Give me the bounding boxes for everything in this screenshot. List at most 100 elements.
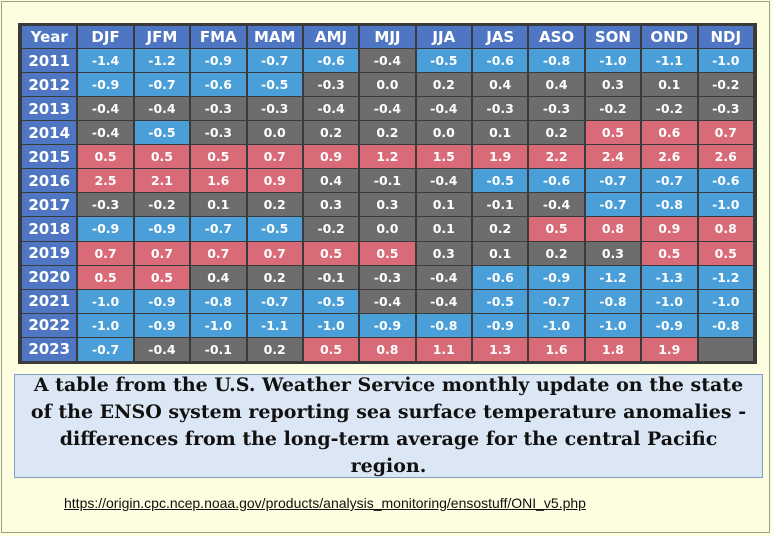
table-row: 2018 -0.9 -0.9 -0.7 -0.5 -0.2 0.0 0.1 0.2 0.5 0.8 0…: [22, 217, 753, 241]
header-year: Year: [22, 26, 77, 48]
anomaly-cell: -0.1: [303, 265, 359, 289]
caption-box: A table from the U.S. Weather Service mo…: [14, 374, 763, 478]
anomaly-cell: -0.4: [360, 49, 415, 73]
anomaly-cell: 0.7: [78, 241, 133, 265]
anomaly-cell: 0.2: [360, 121, 415, 145]
anomaly-cell: 0.5: [529, 217, 584, 241]
anomaly-cell: -0.8: [585, 289, 641, 313]
anomaly-cell: 0.6: [642, 121, 697, 145]
anomaly-cell: -0.5: [247, 73, 302, 97]
anomaly-cell: 0.5: [78, 265, 133, 289]
table-row: 2017 -0.3 -0.2 0.1 0.2 0.3 0.3 0.1 -0.1 -0.4 -0.7-…: [22, 193, 753, 217]
anomaly-cell: 0.3: [416, 241, 471, 265]
anomaly-cell: 2.2: [529, 145, 584, 169]
anomaly-cell: 1.9: [642, 337, 697, 361]
anomaly-cell: -0.2: [698, 73, 753, 97]
anomaly-cell: 1.8: [585, 337, 641, 361]
anomaly-cell: 0.4: [529, 73, 584, 97]
anomaly-cell: 0.0: [360, 217, 415, 241]
caption-text: A table from the U.S. Weather Service mo…: [30, 374, 747, 477]
anomaly-cell: 0.7: [247, 241, 302, 265]
anomaly-cell: 0.2: [529, 241, 584, 265]
anomaly-cell: 0.2: [473, 217, 528, 241]
anomaly-cell: 0.2: [247, 337, 302, 361]
anomaly-cell: -0.6: [303, 49, 359, 73]
anomaly-cell: 0.5: [303, 241, 359, 265]
row-year-label: 2015: [22, 145, 77, 169]
anomaly-cell: -0.7: [585, 169, 641, 193]
anomaly-cell: -0.5: [473, 289, 528, 313]
anomaly-cell: -0.3: [78, 193, 133, 217]
anomaly-cell: -0.2: [642, 97, 697, 121]
anomaly-cell: 0.5: [134, 145, 190, 169]
anomaly-cell: 0.9: [303, 145, 359, 169]
oni-table: Year DJF JFM FMA MAM AMJ MJJ JJA JAS ASO SON OND NDJ…: [20, 25, 755, 362]
anomaly-cell: -0.2: [585, 97, 641, 121]
empty-cell: [698, 337, 753, 361]
anomaly-cell: -0.9: [134, 217, 190, 241]
anomaly-cell: -1.2: [134, 49, 190, 73]
header-season-mjj: MJJ: [360, 26, 415, 48]
table-row: 2019 0.7 0.7 0.7 0.7 0.5 0.5 0.3 0.1 0.2 0.3 0.5 0.5: [22, 241, 753, 265]
anomaly-cell: 0.2: [247, 265, 302, 289]
header-season-djf: DJF: [78, 26, 133, 48]
anomaly-cell: 0.9: [642, 217, 697, 241]
row-year-label: 2012: [22, 73, 77, 97]
anomaly-cell: 0.5: [698, 241, 753, 265]
anomaly-cell: 0.7: [698, 121, 753, 145]
anomaly-cell: 2.6: [698, 145, 753, 169]
anomaly-cell: -1.0: [78, 313, 133, 337]
header-season-mam: MAM: [247, 26, 302, 48]
anomaly-cell: -0.4: [303, 97, 359, 121]
header-season-ndj: NDJ: [698, 26, 753, 48]
row-year-label: 2016: [22, 169, 77, 193]
anomaly-cell: 0.5: [642, 241, 697, 265]
anomaly-cell: -0.7: [191, 217, 246, 241]
anomaly-cell: -0.7: [134, 73, 190, 97]
anomaly-cell: -1.0: [78, 289, 133, 313]
anomaly-cell: -0.4: [360, 97, 415, 121]
table-row: 2013 -0.4 -0.4 -0.3 -0.3 -0.4 -0.4 -0.4 -0.3 -0.3…: [22, 97, 753, 121]
anomaly-cell: 0.5: [134, 265, 190, 289]
anomaly-cell: -1.0: [585, 49, 641, 73]
anomaly-cell: -0.2: [303, 217, 359, 241]
anomaly-cell: 0.1: [473, 241, 528, 265]
anomaly-cell: -0.7: [247, 289, 302, 313]
anomaly-cell: -0.3: [698, 97, 753, 121]
anomaly-cell: 0.7: [247, 145, 302, 169]
header-season-aso: ASO: [529, 26, 584, 48]
anomaly-cell: 2.4: [585, 145, 641, 169]
anomaly-cell: -0.5: [303, 289, 359, 313]
anomaly-cell: 1.6: [529, 337, 584, 361]
anomaly-cell: 0.5: [191, 145, 246, 169]
row-year-label: 2017: [22, 193, 77, 217]
anomaly-cell: 0.7: [134, 241, 190, 265]
anomaly-cell: 2.5: [78, 169, 133, 193]
anomaly-cell: -1.1: [247, 313, 302, 337]
anomaly-cell: -0.1: [191, 337, 246, 361]
table-row: 2022 -1.0 -0.9 -1.0 -1.1 -1.0 -0.9 -0.8 -0.9 -1.0…: [22, 313, 753, 337]
anomaly-cell: -0.4: [416, 169, 471, 193]
anomaly-cell: -0.4: [78, 121, 133, 145]
anomaly-cell: -0.8: [698, 313, 753, 337]
anomaly-cell: -0.9: [360, 313, 415, 337]
anomaly-cell: -0.8: [529, 49, 584, 73]
row-year-label: 2023: [22, 337, 77, 361]
source-link[interactable]: https://origin.cpc.ncep.noaa.gov/product…: [64, 495, 586, 511]
anomaly-cell: -0.3: [247, 97, 302, 121]
anomaly-cell: 0.0: [360, 73, 415, 97]
anomaly-cell: -0.5: [416, 49, 471, 73]
anomaly-cell: -0.6: [698, 169, 753, 193]
anomaly-cell: -1.0: [529, 313, 584, 337]
anomaly-cell: 0.4: [191, 265, 246, 289]
anomaly-cell: 0.0: [247, 121, 302, 145]
anomaly-cell: -1.0: [698, 289, 753, 313]
anomaly-cell: 0.1: [191, 193, 246, 217]
anomaly-cell: -0.4: [134, 337, 190, 361]
anomaly-cell: -1.0: [698, 49, 753, 73]
anomaly-cell: -0.8: [191, 289, 246, 313]
anomaly-cell: -0.2: [134, 193, 190, 217]
anomaly-cell: 0.5: [360, 241, 415, 265]
table-row: 2021 -1.0 -0.9 -0.8 -0.7 -0.5 -0.4 -0.4 -0.5 -0.7…: [22, 289, 753, 313]
anomaly-cell: -0.3: [529, 97, 584, 121]
